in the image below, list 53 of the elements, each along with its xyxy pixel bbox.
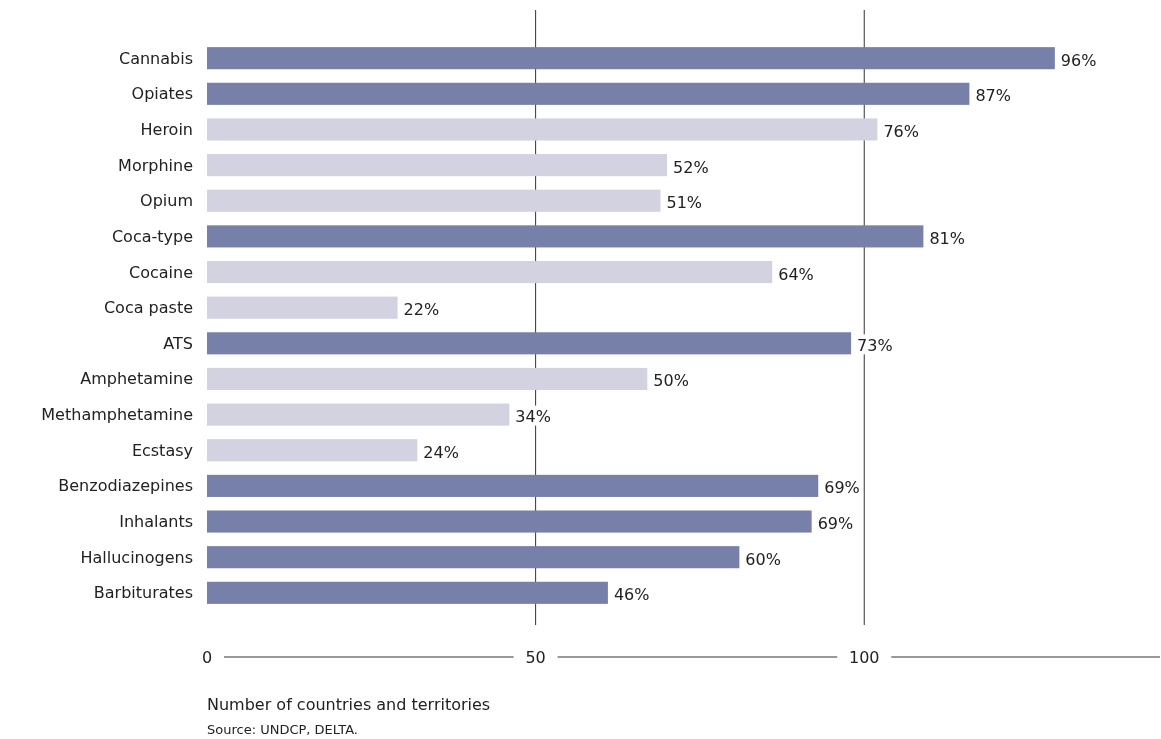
y-tick-label: Methamphetamine <box>41 405 193 425</box>
y-tick-label: Cannabis <box>119 48 193 68</box>
annotation: 52% <box>673 157 709 177</box>
annotation: 73% <box>857 335 893 355</box>
y-tick-label: ATS <box>163 333 193 353</box>
annotation: 96% <box>1060 50 1097 70</box>
bar <box>207 367 648 391</box>
x-tick-label: 100 <box>848 647 880 667</box>
bar <box>207 581 608 604</box>
y-tick-label: Cocaine <box>129 262 193 282</box>
bar <box>207 118 878 141</box>
annotation: 69% <box>817 514 854 534</box>
bar <box>207 82 970 105</box>
bar <box>207 260 773 284</box>
bar <box>207 189 661 212</box>
y-tick-label: Amphetamine <box>80 369 193 389</box>
annotation: 24% <box>423 442 459 462</box>
annotation: 76% <box>883 121 919 141</box>
annotation: 46% <box>613 585 650 605</box>
annotation: 34% <box>515 407 551 427</box>
annotation: 60% <box>745 549 781 569</box>
bar <box>207 439 418 462</box>
source-note: Source: UNDCP, DELTA. <box>207 722 358 737</box>
bar <box>207 403 510 426</box>
bar <box>207 154 668 177</box>
bar <box>207 47 1055 70</box>
y-tick-label: Inhalants <box>119 512 193 532</box>
bar <box>207 546 740 569</box>
annotation: 87% <box>975 86 1011 106</box>
x-tick-label: 0 <box>201 647 213 667</box>
annotation: 69% <box>824 478 860 498</box>
bar <box>207 296 398 319</box>
y-tick-label: Coca-type <box>111 226 193 246</box>
annotation: 64% <box>778 264 814 284</box>
y-tick-label: Opium <box>140 191 193 211</box>
annotation: 51% <box>666 193 703 213</box>
x-tick-label: 50 <box>525 647 546 667</box>
y-tick-label: Morphine <box>118 155 193 175</box>
x-axis-title: Number of countries and territories <box>207 695 491 714</box>
y-tick-label: Opiates <box>131 84 193 104</box>
bar <box>207 510 812 533</box>
bar <box>207 474 819 497</box>
annotation: 81% <box>929 228 965 248</box>
y-tick-label: Heroin <box>140 119 193 139</box>
y-tick-label: Barbiturates <box>93 583 193 603</box>
y-tick-label: Hallucinogens <box>80 547 193 567</box>
annotation: 50% <box>653 371 689 391</box>
bar <box>207 225 924 248</box>
y-tick-label: Ecstasy <box>131 440 193 460</box>
bar <box>207 332 852 355</box>
y-tick-label: Benzodiazepines <box>58 476 193 496</box>
annotation: 22% <box>403 300 440 320</box>
y-tick-label: Coca paste <box>103 298 193 318</box>
